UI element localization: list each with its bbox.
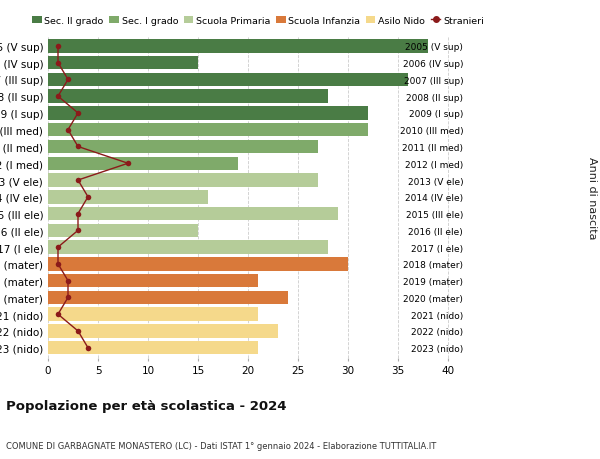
Bar [48,224,198,238]
Bar [48,341,258,355]
Bar [48,90,328,104]
Bar [48,291,288,304]
Bar [48,257,348,271]
Bar [48,73,408,87]
Bar [48,190,208,204]
Bar [48,140,318,154]
Bar [48,157,238,171]
Bar [48,40,428,53]
Bar [48,308,258,321]
Bar [48,325,278,338]
Bar [48,241,328,254]
Bar [48,124,368,137]
Bar [48,274,258,288]
Text: Anni di nascita: Anni di nascita [587,156,597,239]
Bar [48,107,368,120]
Text: COMUNE DI GARBAGNATE MONASTERO (LC) - Dati ISTAT 1° gennaio 2024 - Elaborazione : COMUNE DI GARBAGNATE MONASTERO (LC) - Da… [6,441,436,450]
Bar [48,207,338,221]
Bar [48,174,318,187]
Text: Popolazione per età scolastica - 2024: Popolazione per età scolastica - 2024 [6,399,287,412]
Bar [48,57,198,70]
Legend: Sec. II grado, Sec. I grado, Scuola Primaria, Scuola Infanzia, Asilo Nido, Stran: Sec. II grado, Sec. I grado, Scuola Prim… [32,17,484,26]
